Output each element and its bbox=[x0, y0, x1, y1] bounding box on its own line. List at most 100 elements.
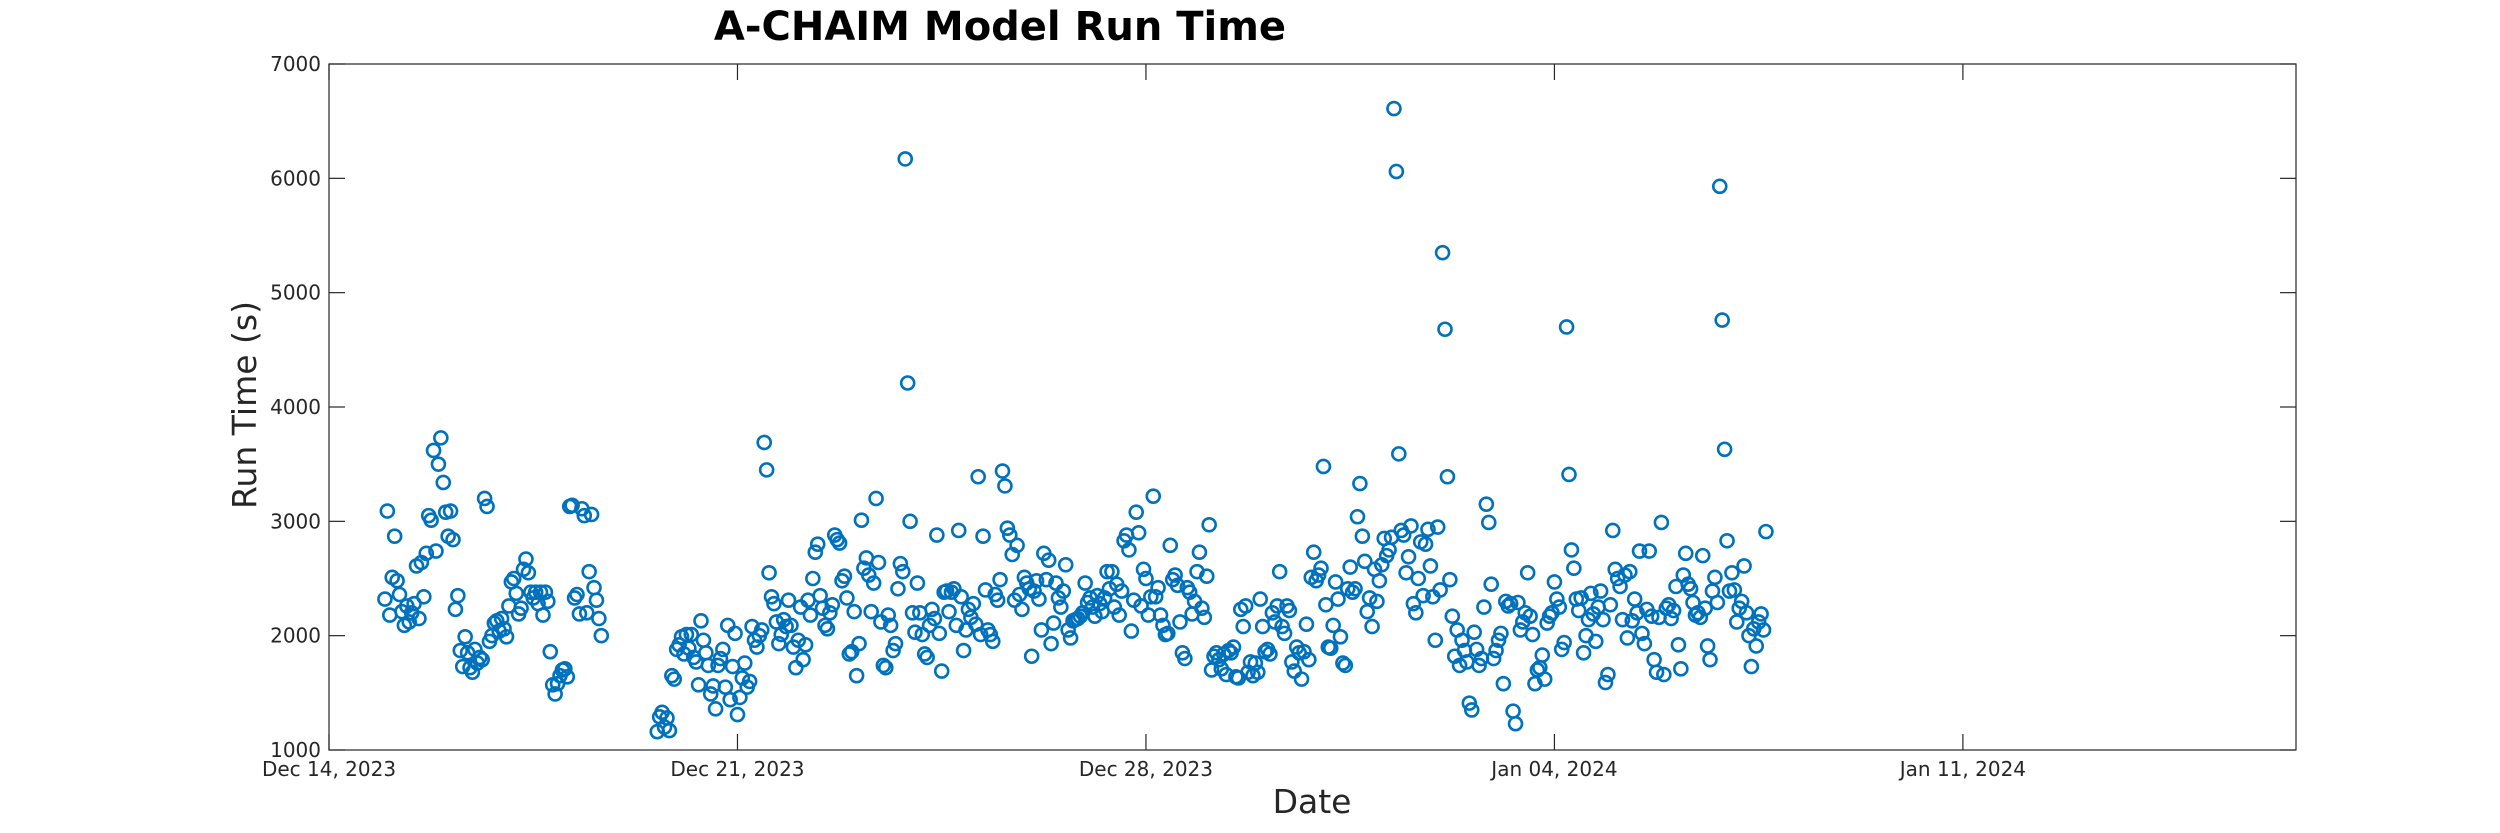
data-point bbox=[581, 563, 597, 580]
data-point bbox=[1716, 441, 1733, 458]
data-point bbox=[1349, 508, 1366, 525]
data-point bbox=[1271, 563, 1288, 580]
data-point bbox=[1434, 244, 1451, 261]
data-point bbox=[411, 610, 427, 627]
data-point bbox=[559, 669, 576, 685]
x-tick-label: Dec 14, 2023 bbox=[262, 757, 396, 781]
data-point bbox=[428, 543, 444, 559]
data-point bbox=[695, 632, 712, 649]
data-point bbox=[1398, 564, 1414, 581]
data-point bbox=[1595, 611, 1611, 628]
data-point bbox=[1038, 571, 1055, 588]
data-point bbox=[1505, 703, 1521, 719]
data-point bbox=[425, 442, 442, 459]
data-point bbox=[1043, 635, 1059, 652]
x-tick-label: Dec 21, 2023 bbox=[670, 757, 804, 781]
data-point bbox=[1201, 516, 1217, 533]
data-point bbox=[1748, 638, 1765, 654]
data-point bbox=[831, 535, 848, 551]
data-point bbox=[809, 536, 826, 553]
data-point bbox=[452, 642, 469, 659]
data-point bbox=[865, 575, 882, 591]
data-point bbox=[965, 595, 982, 612]
data-point bbox=[1057, 556, 1074, 573]
data-point bbox=[1318, 596, 1334, 613]
data-point bbox=[593, 627, 610, 644]
data-point bbox=[1646, 651, 1662, 668]
data-point bbox=[839, 590, 855, 606]
y-tick-label: 6000 bbox=[270, 166, 321, 190]
data-point bbox=[569, 586, 585, 603]
data-point bbox=[1062, 630, 1079, 646]
data-point bbox=[955, 642, 972, 659]
x-axis-label: Date bbox=[1273, 782, 1352, 821]
data-point bbox=[447, 601, 464, 618]
data-point bbox=[498, 629, 515, 645]
data-point bbox=[1619, 630, 1636, 646]
data-point bbox=[1507, 715, 1524, 732]
data-point bbox=[1546, 574, 1563, 590]
data-point bbox=[1001, 527, 1018, 543]
data-point bbox=[1609, 570, 1626, 587]
data-point bbox=[1130, 524, 1147, 541]
data-point bbox=[683, 626, 700, 643]
data-point bbox=[1420, 521, 1436, 538]
data-point bbox=[797, 637, 814, 653]
data-point bbox=[783, 617, 799, 634]
data-point bbox=[476, 490, 493, 507]
data-point bbox=[1714, 312, 1730, 328]
y-tick-label: 4000 bbox=[270, 395, 321, 419]
data-point bbox=[926, 610, 943, 627]
data-point bbox=[1597, 674, 1614, 691]
data-point bbox=[707, 701, 724, 717]
data-point bbox=[1522, 608, 1538, 625]
data-point bbox=[391, 586, 408, 603]
data-point bbox=[1045, 615, 1062, 631]
data-point bbox=[1656, 666, 1672, 683]
data-point bbox=[1352, 475, 1368, 492]
data-point bbox=[1604, 522, 1621, 539]
data-point bbox=[1089, 587, 1106, 604]
data-point bbox=[766, 595, 782, 612]
data-point bbox=[1415, 587, 1431, 604]
data-point bbox=[1252, 591, 1269, 607]
data-point bbox=[1495, 675, 1512, 692]
data-point bbox=[1653, 514, 1670, 531]
x-tick-label: Jan 04, 2024 bbox=[1489, 757, 1617, 781]
data-point bbox=[1147, 588, 1164, 605]
data-point bbox=[1719, 532, 1735, 549]
data-point bbox=[1624, 613, 1641, 629]
data-point bbox=[812, 587, 828, 604]
data-point bbox=[992, 571, 1008, 588]
data-point bbox=[892, 555, 909, 572]
data-point bbox=[1053, 599, 1069, 615]
data-point bbox=[780, 592, 797, 609]
data-point bbox=[693, 613, 709, 629]
data-point bbox=[1553, 641, 1570, 658]
data-point bbox=[474, 651, 490, 668]
data-point bbox=[1138, 570, 1154, 587]
data-point bbox=[1408, 604, 1424, 621]
data-point bbox=[771, 635, 787, 652]
data-point bbox=[1641, 543, 1658, 559]
data-point bbox=[547, 686, 563, 702]
data-point bbox=[386, 528, 403, 544]
data-point bbox=[1711, 178, 1728, 195]
data-point bbox=[970, 468, 986, 485]
data-point bbox=[520, 564, 537, 581]
data-point bbox=[1665, 602, 1682, 619]
data-point bbox=[719, 617, 736, 634]
data-point bbox=[583, 506, 600, 523]
y-tick-label: 1000 bbox=[270, 738, 321, 762]
data-point bbox=[756, 434, 773, 451]
data-point bbox=[1510, 594, 1526, 611]
data-point bbox=[1386, 100, 1402, 117]
data-point bbox=[1026, 583, 1042, 599]
data-point bbox=[1198, 568, 1215, 585]
data-point bbox=[975, 528, 991, 544]
data-point bbox=[1451, 657, 1468, 674]
data-point bbox=[931, 625, 948, 642]
data-point bbox=[1643, 608, 1660, 625]
data-point bbox=[997, 478, 1013, 494]
